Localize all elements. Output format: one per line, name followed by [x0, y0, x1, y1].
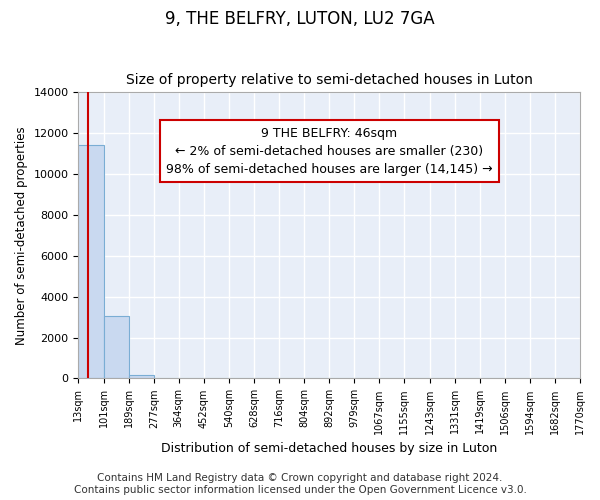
Text: Contains HM Land Registry data © Crown copyright and database right 2024.
Contai: Contains HM Land Registry data © Crown c…	[74, 474, 526, 495]
Bar	[104, 316, 128, 378]
Text: 9, THE BELFRY, LUTON, LU2 7GA: 9, THE BELFRY, LUTON, LU2 7GA	[165, 10, 435, 28]
X-axis label: Distribution of semi-detached houses by size in Luton: Distribution of semi-detached houses by …	[161, 442, 497, 455]
Title: Size of property relative to semi-detached houses in Luton: Size of property relative to semi-detach…	[126, 73, 533, 87]
Y-axis label: Number of semi-detached properties: Number of semi-detached properties	[15, 126, 28, 344]
Bar	[128, 376, 154, 378]
Bar	[79, 146, 104, 378]
Text: 9 THE BELFRY: 46sqm
← 2% of semi-detached houses are smaller (230)
98% of semi-d: 9 THE BELFRY: 46sqm ← 2% of semi-detache…	[166, 126, 493, 176]
